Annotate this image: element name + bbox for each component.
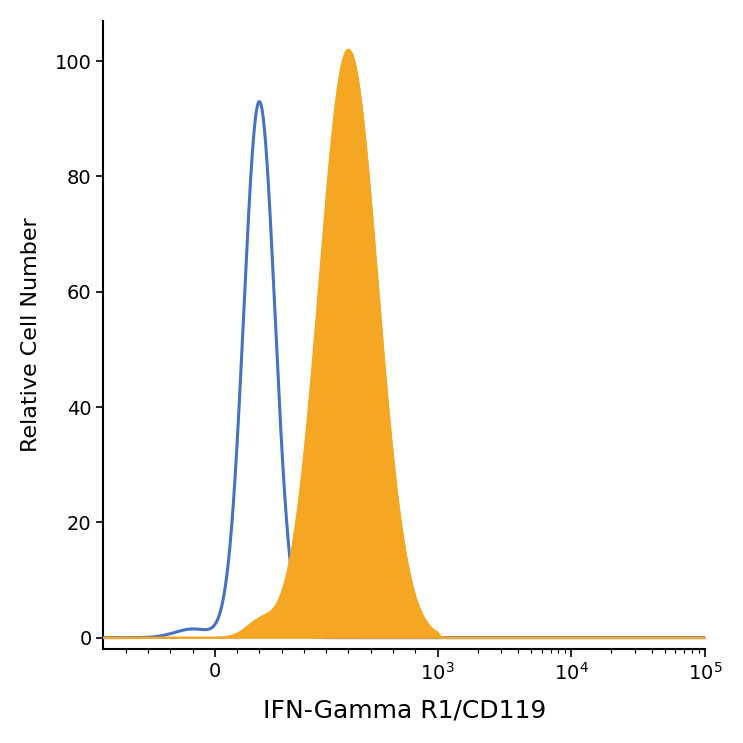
X-axis label: IFN-Gamma R1/CD119: IFN-Gamma R1/CD119 (262, 698, 546, 722)
Y-axis label: Relative Cell Number: Relative Cell Number (21, 218, 41, 452)
